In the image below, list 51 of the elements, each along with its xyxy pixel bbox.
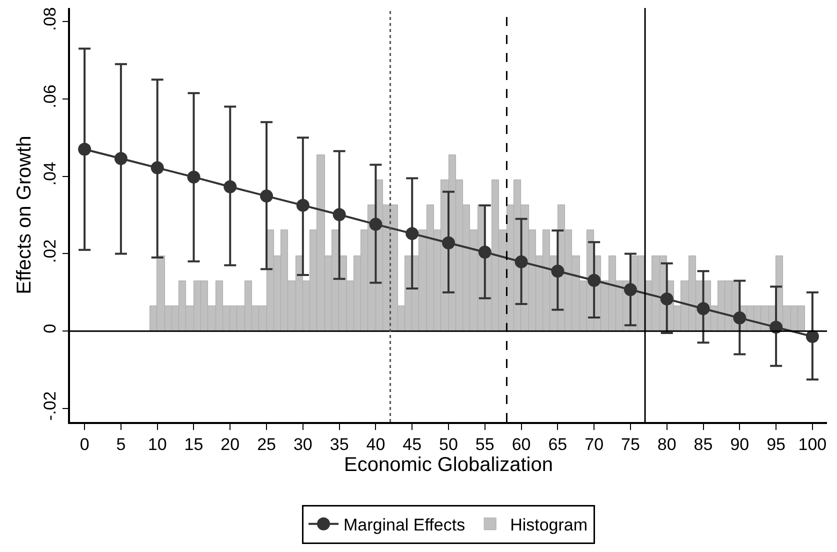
point [224, 180, 237, 194]
x-tick-label: 80 [657, 435, 676, 454]
point [806, 330, 819, 343]
x-tick-label: 15 [184, 435, 204, 454]
x-tick-label: 30 [293, 435, 312, 454]
x-tick-label: 50 [439, 435, 458, 454]
x-tick-label: 70 [584, 435, 604, 454]
x-tick-label: 10 [148, 435, 167, 454]
x-tick-label: 95 [766, 435, 786, 454]
point [150, 161, 164, 174]
x-tick-label: 85 [694, 435, 713, 454]
point [442, 236, 455, 250]
point [332, 208, 346, 222]
x-tick-label: 45 [402, 435, 422, 454]
point [478, 246, 492, 259]
point [114, 152, 128, 166]
legend-label: Histogram [510, 515, 588, 534]
point [660, 292, 674, 306]
x-tick-label: 20 [220, 435, 240, 454]
y-axis-title: Effects on Growth [13, 136, 36, 294]
point [260, 190, 274, 203]
x-tick-label: 65 [548, 435, 568, 454]
x-tick-label: 55 [475, 435, 494, 454]
x-axis-title: Economic Globalization [344, 454, 553, 476]
point [514, 255, 528, 268]
y-tick-label: .02 [40, 239, 60, 263]
x-tick-label: 100 [798, 435, 827, 454]
point [369, 218, 382, 231]
point [296, 198, 310, 212]
point [588, 274, 601, 287]
x-tick-label: 35 [330, 435, 349, 454]
y-tick-label: .08 [40, 7, 60, 31]
y-tick-label: .06 [40, 84, 60, 108]
y-tick-label: .04 [40, 162, 60, 186]
point [624, 283, 637, 296]
x-tick-label: 0 [80, 435, 90, 454]
point [406, 227, 419, 240]
point [78, 142, 92, 156]
x-tick-label: 60 [512, 435, 531, 454]
legend-label: Marginal Effects [344, 515, 466, 534]
point [187, 170, 200, 184]
y-tick-label: 0 [40, 324, 60, 334]
point [696, 302, 710, 316]
x-tick-label: 75 [621, 435, 640, 454]
point [551, 264, 564, 278]
x-tick-label: 5 [116, 435, 126, 454]
x-tick-label: 40 [366, 435, 386, 454]
y-tick-label: -.02 [40, 391, 60, 421]
point [733, 311, 746, 324]
x-tick-label: 25 [257, 435, 276, 454]
x-tick-label: 90 [730, 435, 750, 454]
